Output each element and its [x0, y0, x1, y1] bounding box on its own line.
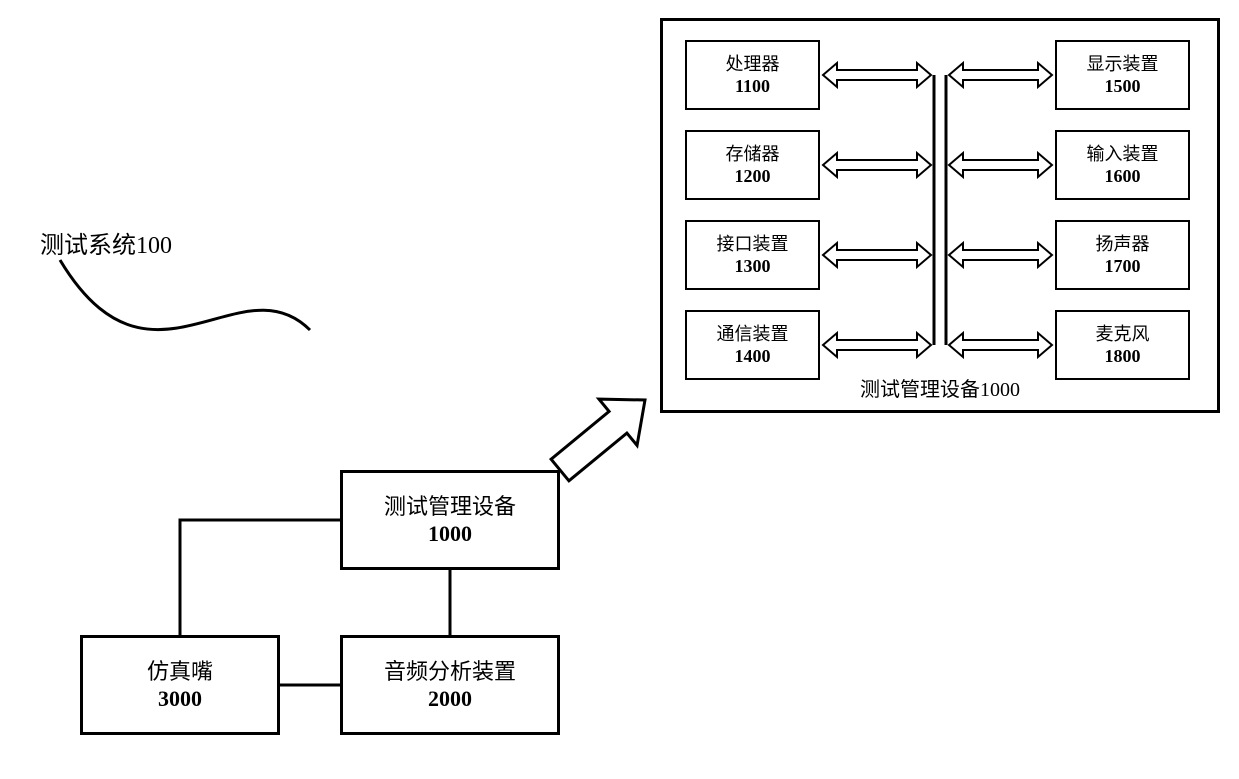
display-box: 显示装置 1500 [1055, 40, 1190, 110]
memory-label: 存储器 [726, 143, 780, 166]
interface-box: 接口装置 1300 [685, 220, 820, 290]
input-box: 输入装置 1600 [1055, 130, 1190, 200]
display-label: 显示装置 [1087, 53, 1159, 76]
simulator-number: 3000 [158, 686, 202, 712]
management-label: 测试管理设备 [384, 493, 516, 522]
analyzer-box: 音频分析装置 2000 [340, 635, 560, 735]
comm-number: 1400 [735, 346, 771, 367]
analyzer-label: 音频分析装置 [384, 658, 516, 687]
memory-box: 存储器 1200 [685, 130, 820, 200]
interface-label: 接口装置 [717, 233, 789, 256]
simulator-box: 仿真嘴 3000 [80, 635, 280, 735]
interface-number: 1300 [735, 256, 771, 277]
display-number: 1500 [1105, 76, 1141, 97]
speaker-number: 1700 [1105, 256, 1141, 277]
microphone-label: 麦克风 [1096, 323, 1150, 346]
comm-label: 通信装置 [717, 323, 789, 346]
simulator-label: 仿真嘴 [147, 658, 213, 687]
comm-box: 通信装置 1400 [685, 310, 820, 380]
input-number: 1600 [1105, 166, 1141, 187]
processor-label: 处理器 [726, 53, 780, 76]
management-number: 1000 [428, 521, 472, 547]
microphone-number: 1800 [1105, 346, 1141, 367]
memory-number: 1200 [735, 166, 771, 187]
processor-box: 处理器 1100 [685, 40, 820, 110]
system-label: 测试系统100 [40, 225, 172, 260]
processor-number: 1100 [735, 76, 770, 97]
analyzer-number: 2000 [428, 686, 472, 712]
microphone-box: 麦克风 1800 [1055, 310, 1190, 380]
speaker-box: 扬声器 1700 [1055, 220, 1190, 290]
management-device-box: 测试管理设备 1000 [340, 470, 560, 570]
input-label: 输入装置 [1087, 143, 1159, 166]
speaker-label: 扬声器 [1096, 233, 1150, 256]
